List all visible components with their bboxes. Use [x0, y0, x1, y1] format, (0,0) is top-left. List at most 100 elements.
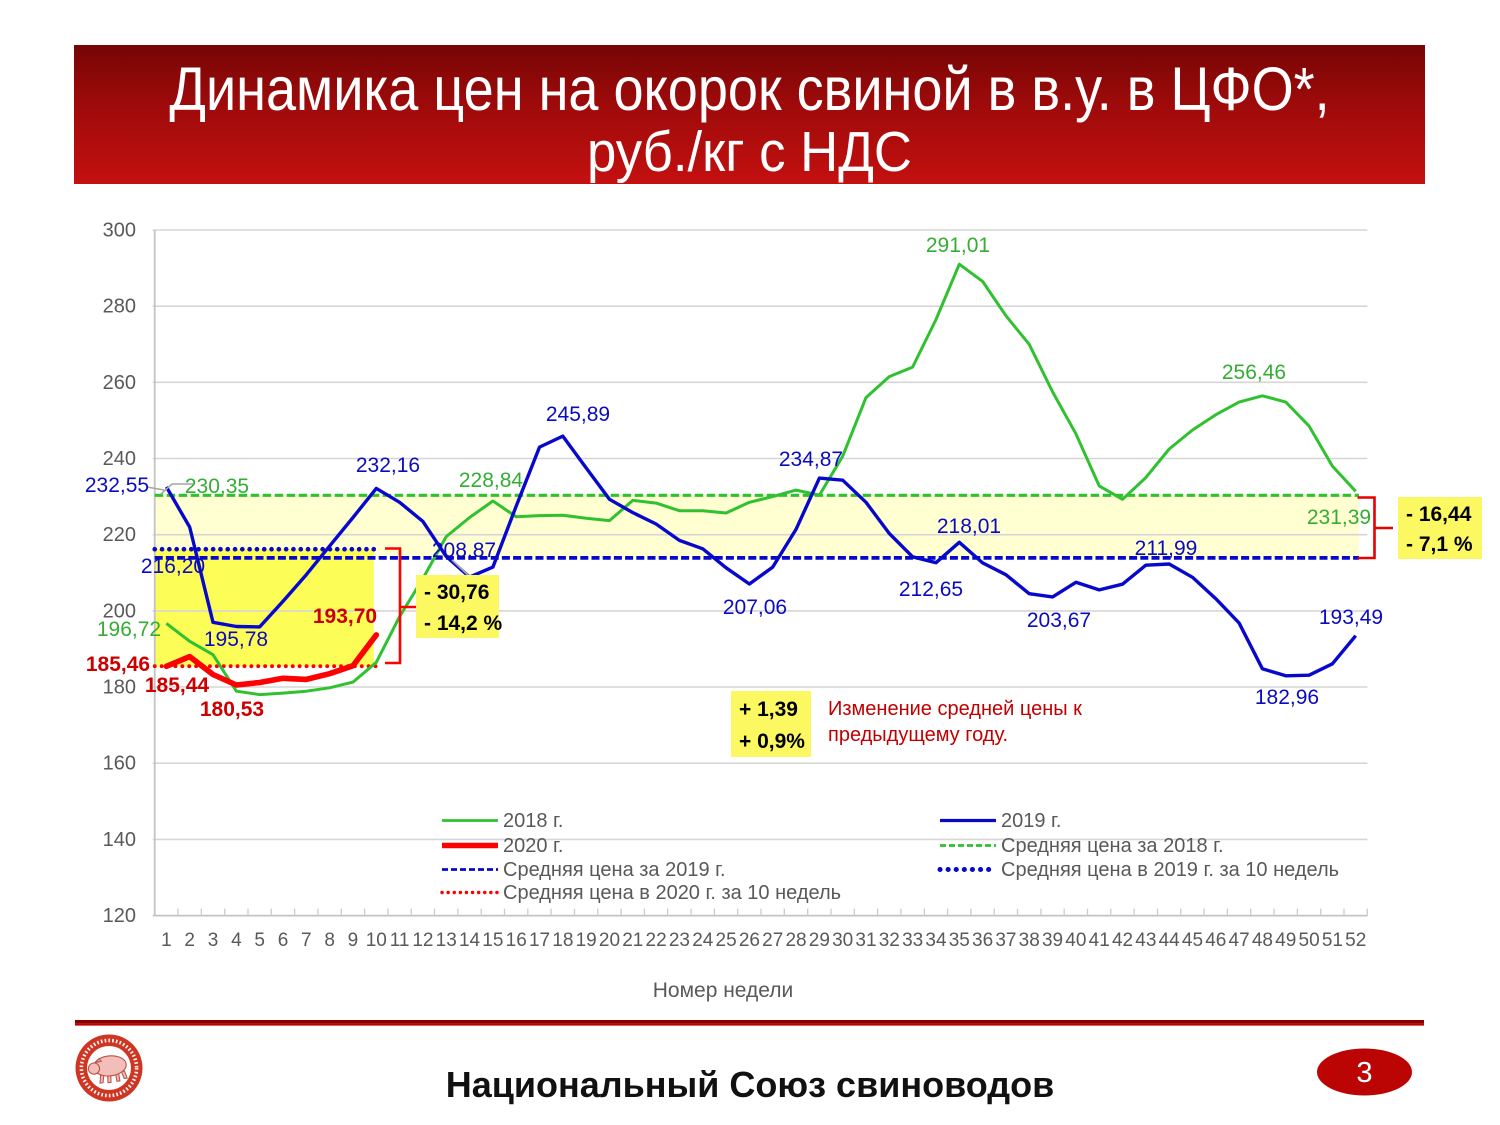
svg-text:Средняя цена за 2019 г.: Средняя цена за 2019 г. [503, 859, 726, 881]
svg-text:48: 48 [1252, 930, 1273, 951]
svg-text:27: 27 [762, 930, 783, 951]
svg-text:8: 8 [324, 930, 335, 951]
svg-text:- 16,44: - 16,44 [1406, 503, 1472, 526]
svg-text:256,46: 256,46 [1222, 361, 1286, 384]
svg-text:40: 40 [1065, 930, 1086, 951]
svg-text:2019 г.: 2019 г. [1001, 810, 1061, 832]
svg-text:44: 44 [1159, 930, 1181, 951]
svg-text:212,65: 212,65 [899, 578, 963, 601]
svg-text:15: 15 [482, 930, 503, 951]
svg-text:14: 14 [459, 930, 481, 951]
svg-text:23: 23 [669, 930, 690, 951]
svg-text:28: 28 [785, 930, 806, 951]
svg-text:34: 34 [925, 930, 947, 951]
svg-text:260: 260 [103, 372, 136, 394]
svg-text:32: 32 [879, 930, 900, 951]
svg-text:Номер недели: Номер недели [653, 979, 794, 1002]
svg-text:203,67: 203,67 [1027, 609, 1091, 632]
svg-text:207,06: 207,06 [723, 596, 787, 619]
svg-text:25: 25 [716, 930, 737, 951]
svg-text:160: 160 [103, 753, 136, 775]
svg-text:+ 0,9%: + 0,9% [739, 730, 805, 753]
svg-text:193,49: 193,49 [1319, 606, 1383, 629]
svg-text:39: 39 [1042, 930, 1063, 951]
svg-text:20: 20 [599, 930, 620, 951]
svg-text:41: 41 [1089, 930, 1110, 951]
svg-text:45: 45 [1182, 930, 1203, 951]
svg-text:Средняя цена в 2019 г. за 10 н: Средняя цена в 2019 г. за 10 недель [1001, 859, 1339, 881]
svg-text:300: 300 [103, 220, 136, 242]
svg-text:42: 42 [1112, 930, 1133, 951]
svg-text:1: 1 [161, 930, 172, 951]
svg-text:29: 29 [809, 930, 830, 951]
svg-text:3: 3 [1356, 1057, 1372, 1089]
svg-text:120: 120 [103, 905, 136, 927]
svg-text:18: 18 [552, 930, 573, 951]
svg-text:предыдущему году.: предыдущему году. [828, 724, 1008, 746]
svg-text:50: 50 [1299, 930, 1320, 951]
svg-text:234,87: 234,87 [779, 448, 843, 471]
svg-text:52: 52 [1345, 930, 1366, 951]
svg-text:24: 24 [692, 930, 714, 951]
svg-text:280: 280 [103, 296, 136, 318]
svg-text:228,84: 228,84 [459, 469, 524, 492]
svg-text:140: 140 [103, 829, 136, 851]
svg-text:182,96: 182,96 [1255, 686, 1319, 709]
svg-text:46: 46 [1205, 930, 1226, 951]
svg-text:- 14,2 %: - 14,2 % [424, 612, 503, 635]
svg-text:Средняя цена за 2018 г.: Средняя цена за 2018 г. [1001, 835, 1224, 857]
svg-text:195,78: 195,78 [204, 628, 268, 651]
svg-text:- 7,1 %: - 7,1 % [1406, 533, 1473, 556]
svg-text:19: 19 [576, 930, 597, 951]
svg-text:13: 13 [436, 930, 457, 951]
svg-text:26: 26 [739, 930, 760, 951]
svg-text:2018 г.: 2018 г. [503, 810, 563, 832]
svg-text:240: 240 [103, 448, 136, 470]
svg-text:2020 г.: 2020 г. [503, 835, 563, 857]
svg-text:47: 47 [1229, 930, 1250, 951]
svg-text:Изменение средней цены к: Изменение средней цены к [828, 698, 1082, 720]
svg-text:196,72: 196,72 [97, 618, 161, 641]
svg-text:+ 1,39: + 1,39 [739, 698, 798, 721]
svg-text:232,16: 232,16 [356, 454, 420, 477]
svg-text:7: 7 [301, 930, 312, 951]
svg-text:291,01: 291,01 [926, 234, 990, 257]
svg-text:231,39: 231,39 [1307, 506, 1371, 529]
svg-text:208,87: 208,87 [432, 539, 496, 562]
svg-text:17: 17 [529, 930, 550, 951]
svg-text:12: 12 [412, 930, 433, 951]
svg-text:2: 2 [184, 930, 195, 951]
svg-text:185,46: 185,46 [86, 653, 150, 676]
svg-text:180: 180 [103, 677, 136, 699]
svg-text:211,99: 211,99 [1135, 537, 1198, 560]
svg-text:216,20: 216,20 [141, 555, 205, 578]
svg-text:43: 43 [1135, 930, 1156, 951]
svg-text:3: 3 [208, 930, 219, 951]
svg-text:5: 5 [254, 930, 265, 951]
svg-text:21: 21 [622, 930, 643, 951]
svg-text:230,35: 230,35 [185, 475, 249, 498]
svg-text:33: 33 [902, 930, 923, 951]
svg-text:232,55: 232,55 [85, 474, 149, 497]
svg-text:220: 220 [103, 524, 136, 546]
svg-text:37: 37 [995, 930, 1016, 951]
svg-text:35: 35 [949, 930, 970, 951]
svg-text:11: 11 [390, 930, 410, 951]
svg-text:6: 6 [278, 930, 289, 951]
svg-text:49: 49 [1275, 930, 1296, 951]
svg-text:9: 9 [348, 930, 359, 951]
svg-text:22: 22 [646, 930, 667, 951]
svg-text:38: 38 [1019, 930, 1040, 951]
svg-text:193,70: 193,70 [313, 605, 377, 628]
svg-text:218,01: 218,01 [937, 515, 1001, 538]
svg-text:10: 10 [366, 930, 387, 951]
svg-text:31: 31 [855, 930, 876, 951]
svg-text:30: 30 [832, 930, 853, 951]
svg-text:245,89: 245,89 [546, 403, 610, 426]
svg-text:51: 51 [1322, 930, 1343, 951]
svg-text:36: 36 [972, 930, 993, 951]
svg-text:200: 200 [103, 600, 136, 622]
svg-text:180,53: 180,53 [200, 698, 264, 721]
svg-text:185,44: 185,44 [145, 674, 210, 697]
svg-text:Средняя цена в 2020 г. за 10 н: Средняя цена в 2020 г. за 10 недель [503, 882, 841, 904]
